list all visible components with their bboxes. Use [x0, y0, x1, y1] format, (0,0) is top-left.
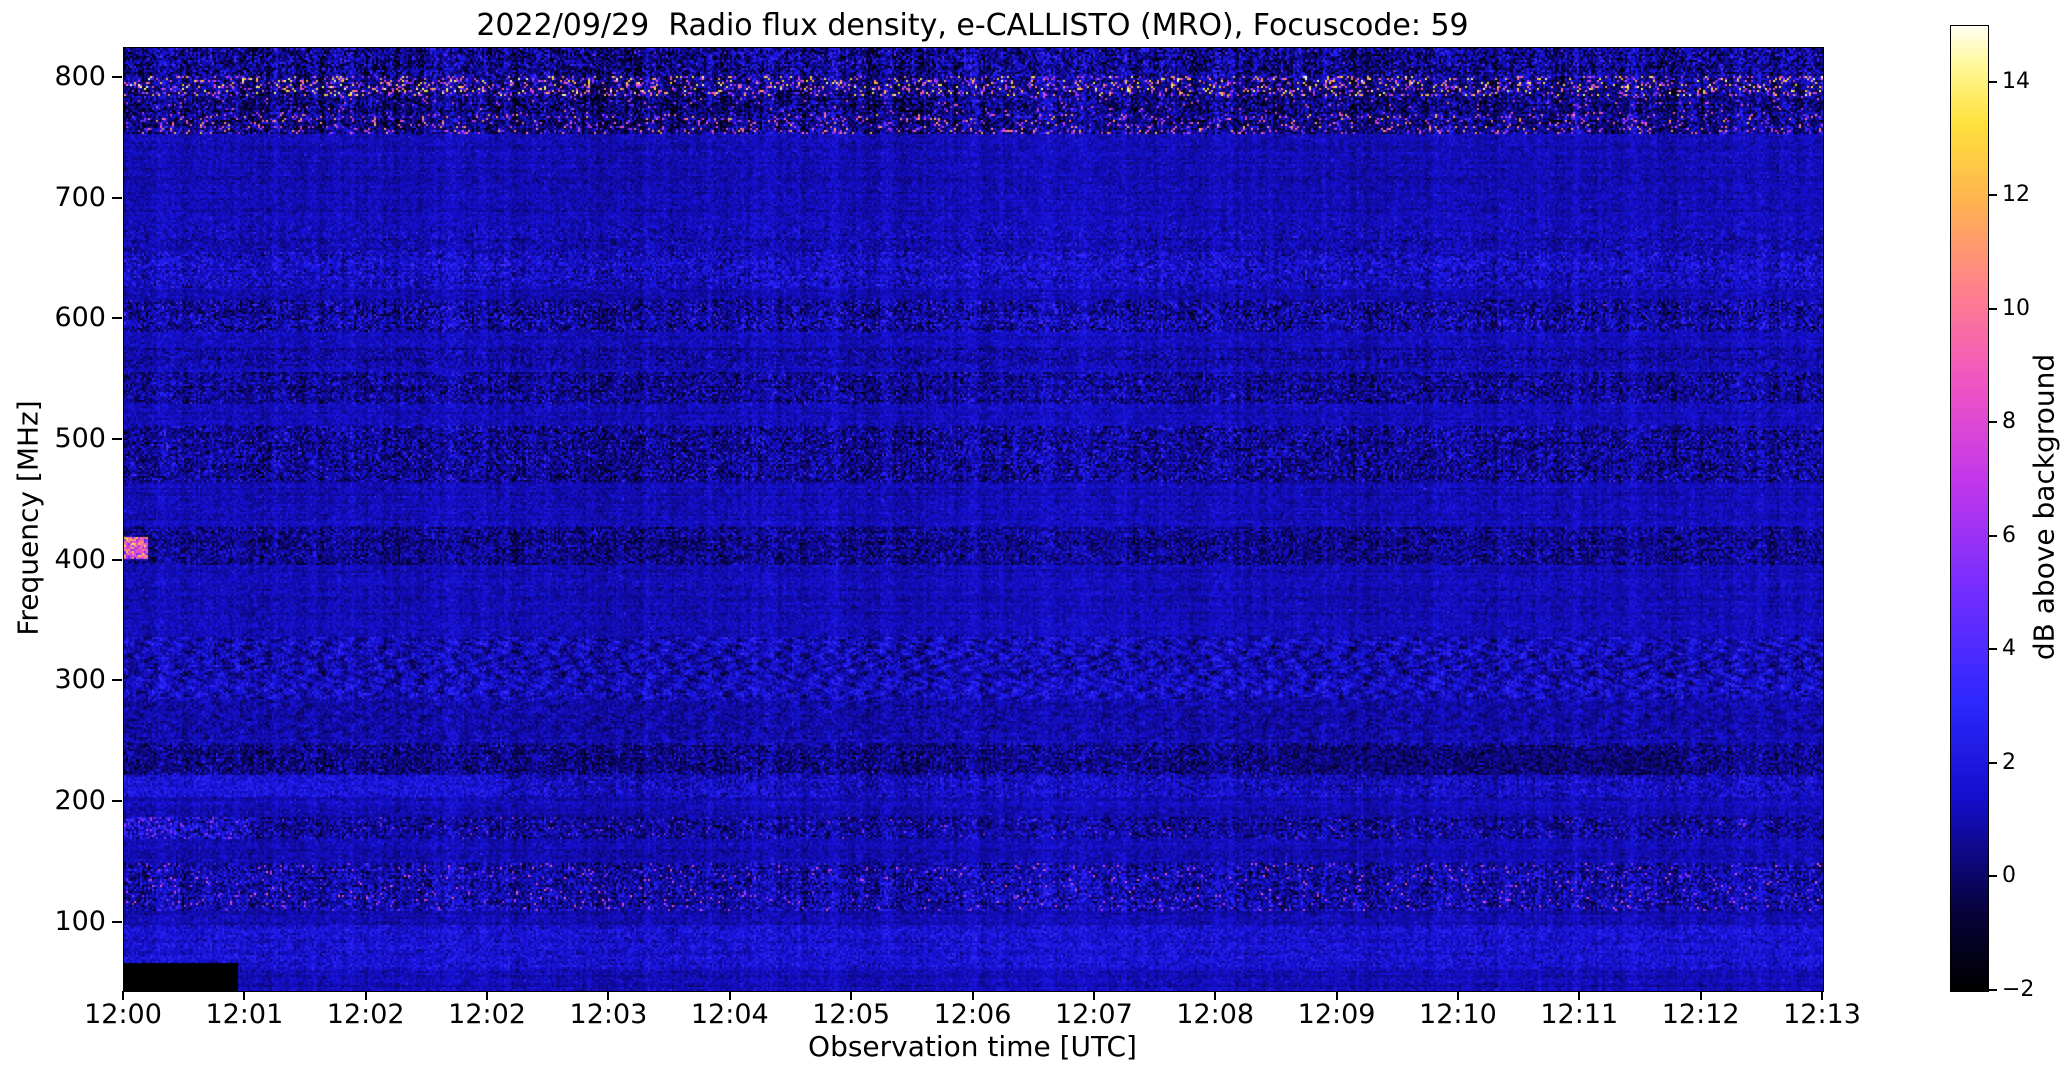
colorbar-label: dB above background	[2027, 353, 2061, 661]
colorbar-tick-label: 4	[2002, 636, 2016, 662]
y-tick-label: 700	[54, 181, 106, 213]
y-tick-mark	[112, 679, 122, 682]
y-tick-mark	[112, 76, 122, 79]
colorbar-tick-mark	[1989, 761, 1997, 764]
x-tick-label: 12:10	[1419, 999, 1497, 1030]
x-tick-mark	[1335, 991, 1338, 1000]
y-tick-mark	[112, 800, 122, 803]
y-tick-label: 300	[54, 664, 106, 696]
x-tick-mark	[1578, 991, 1581, 1000]
colorbar-tick-label: 2	[2002, 749, 2016, 775]
colorbar-tick-mark	[1989, 875, 1997, 878]
x-tick-label: 12:08	[1176, 999, 1255, 1030]
colorbar-tick-label: 10	[2002, 295, 2030, 321]
spectrogram-canvas	[124, 48, 1823, 991]
chart-title: 2022/09/29 Radio flux density, e-CALLIST…	[476, 8, 1469, 43]
colorbar	[1950, 25, 1989, 992]
y-tick-mark	[112, 196, 122, 199]
x-axis-label: Observation time [UTC]	[808, 1030, 1137, 1063]
x-tick-mark	[1821, 991, 1823, 1000]
y-tick-mark	[112, 317, 122, 320]
y-tick-mark	[112, 558, 122, 561]
colorbar-tick-mark	[1989, 194, 1997, 197]
colorbar-tick-label: 6	[2002, 522, 2016, 548]
x-tick-label: 12:02	[326, 999, 405, 1030]
x-tick-label: 12:05	[812, 999, 891, 1030]
colorbar-tick-mark	[1989, 534, 1997, 537]
x-tick-mark	[728, 991, 731, 1000]
x-tick-label: 12:00	[84, 999, 162, 1030]
x-tick-mark	[486, 991, 489, 1000]
x-tick-mark	[971, 991, 974, 1000]
y-tick-label: 800	[54, 61, 106, 93]
colorbar-tick-mark	[1989, 989, 1997, 991]
y-tick-label: 400	[54, 543, 106, 575]
y-tick-label: 500	[54, 423, 106, 455]
x-tick-mark	[1699, 991, 1702, 1000]
colorbar-tick-mark	[1989, 421, 1997, 424]
plot-area	[123, 47, 1824, 992]
x-tick-label: 12:07	[1054, 999, 1133, 1030]
x-tick-mark	[850, 991, 853, 1000]
colorbar-tick-mark	[1989, 307, 1997, 310]
y-tick-label: 100	[54, 905, 106, 937]
x-tick-mark	[607, 991, 610, 1000]
x-tick-mark	[1214, 991, 1217, 1000]
colorbar-tick-label: 14	[2002, 68, 2030, 94]
colorbar-tick-label: −2	[2002, 977, 2035, 1002]
colorbar-tick-label: 0	[2002, 863, 2016, 889]
colorbar-gradient-canvas	[1951, 26, 1988, 991]
x-tick-label: 12:09	[1297, 999, 1376, 1030]
x-tick-label: 12:03	[569, 999, 648, 1030]
x-tick-mark	[364, 991, 367, 1000]
x-tick-label: 12:02	[448, 999, 526, 1030]
x-tick-mark	[243, 991, 246, 1000]
y-tick-label: 600	[54, 302, 106, 334]
x-tick-label: 12:04	[690, 999, 769, 1030]
x-tick-label: 12:13	[1783, 999, 1861, 1030]
colorbar-tick-label: 12	[2002, 182, 2030, 208]
x-tick-mark	[1456, 991, 1459, 1000]
colorbar-tick-mark	[1989, 80, 1997, 83]
colorbar-tick-label: 8	[2002, 409, 2016, 435]
x-tick-label: 12:11	[1540, 999, 1619, 1030]
x-tick-label: 12:06	[933, 999, 1012, 1030]
x-tick-mark	[1092, 991, 1095, 1000]
y-tick-label: 200	[54, 785, 106, 817]
y-tick-mark	[112, 920, 122, 923]
y-tick-mark	[112, 438, 122, 441]
x-tick-label: 12:12	[1661, 999, 1740, 1030]
colorbar-tick-mark	[1989, 648, 1997, 651]
x-tick-mark	[122, 991, 124, 1000]
x-tick-label: 12:01	[205, 999, 284, 1030]
